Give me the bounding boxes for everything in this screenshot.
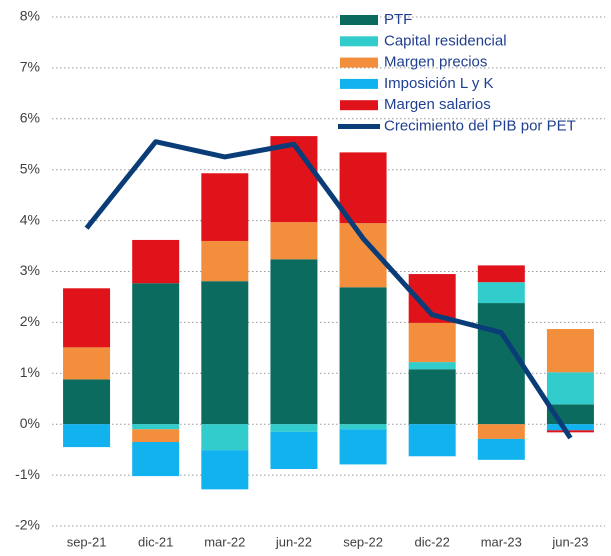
bar [477,303,525,425]
bar [408,424,456,457]
legend-swatch [340,78,378,89]
legend-label: PTF [384,11,412,28]
bar [546,430,594,433]
bar [408,362,456,370]
bar [339,429,387,465]
bar [132,429,180,443]
x-tick-label: dic-22 [414,534,449,549]
bar [201,450,249,490]
bar [270,222,318,260]
y-tick-label: 1% [20,364,40,380]
y-tick-label: 0% [20,415,40,431]
bar [270,431,318,469]
x-tick-label: sep-22 [343,534,383,549]
y-tick-label: 3% [20,262,40,278]
bar [270,259,318,425]
bar [546,329,594,373]
y-tick-label: -2% [15,517,40,533]
bar [546,372,594,405]
y-tick-label: 7% [20,59,40,75]
y-tick-label: 5% [20,160,40,176]
y-tick-label: 8% [20,8,40,24]
bar [339,287,387,425]
legend-label: Margen precios [384,54,487,71]
bar [477,438,525,460]
legend-label: Capital residencial [384,32,507,49]
bar [132,424,180,430]
bar [477,265,525,283]
x-tick-label: jun-22 [275,534,312,549]
x-tick-label: mar-23 [481,534,522,549]
x-tick-label: mar-22 [204,534,245,549]
bar [132,239,180,284]
bar [339,424,387,430]
bar [201,424,249,451]
bar [477,424,525,439]
bar [201,240,249,282]
y-tick-label: 4% [20,211,40,227]
legend-swatch [340,57,378,68]
x-tick-label: sep-21 [67,534,107,549]
line [84,139,573,440]
bar [63,379,111,425]
bar [408,322,456,363]
bar [63,288,111,348]
bar [270,424,318,432]
x-tick-label: dic-21 [138,534,173,549]
bar [339,152,387,224]
y-tick-label: 2% [20,313,40,329]
legend-label: Crecimiento del PIB por PET [384,117,576,134]
legend-label: Imposición L y K [384,75,494,92]
bar [408,369,456,425]
bar [201,173,249,241]
legend-swatch [340,15,378,25]
legend-label: Margen salarios [384,96,491,113]
bar [63,424,111,448]
bar [546,424,594,431]
bar [201,281,249,425]
legend-swatch [340,100,378,111]
bar [132,442,180,477]
bar [270,136,318,223]
bar [477,282,525,304]
bar [63,347,111,380]
x-tick-label: jun-23 [551,534,588,549]
y-tick-label: -1% [15,466,40,482]
y-tick-label: 6% [20,110,40,126]
legend-swatch [340,36,378,47]
bar [132,283,180,425]
